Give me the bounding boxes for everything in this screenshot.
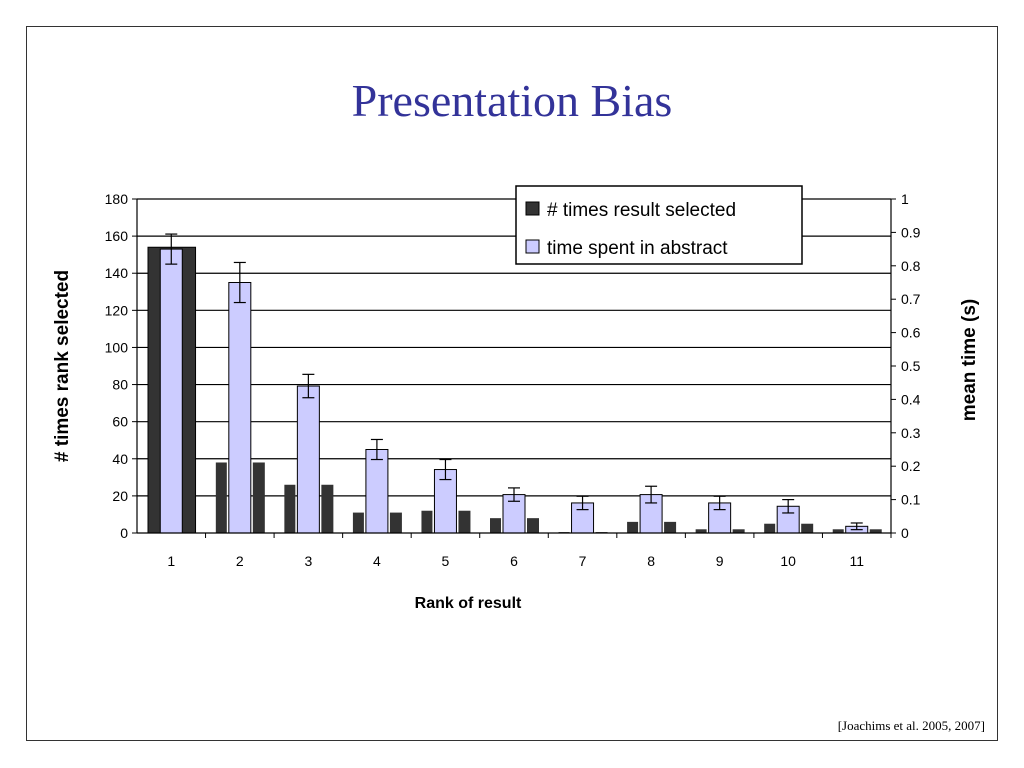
y-tick-label: 180 bbox=[105, 191, 129, 207]
y-tick-label: 140 bbox=[105, 265, 129, 281]
bar-times-selected-left bbox=[215, 462, 227, 533]
y-right-tick-label: 1 bbox=[901, 191, 909, 207]
y-tick-label: 20 bbox=[112, 488, 128, 504]
bar-time-abstract bbox=[159, 248, 183, 534]
x-tick-label: 9 bbox=[716, 553, 724, 569]
bar-times-selected-left bbox=[421, 510, 433, 533]
bar-times-selected-right bbox=[389, 512, 402, 533]
bar-times-selected-right bbox=[869, 529, 882, 533]
bar-times-selected-right bbox=[664, 521, 677, 533]
gridlines bbox=[137, 198, 891, 497]
y-right-tick-label: 0.7 bbox=[901, 291, 921, 307]
legend-box bbox=[515, 185, 803, 265]
x-tick-label: 3 bbox=[304, 553, 312, 569]
y-tick-label: 40 bbox=[112, 451, 128, 467]
bar-time-abstract bbox=[228, 282, 252, 534]
bar-time-abstract bbox=[296, 385, 320, 534]
bar-times-selected-left bbox=[764, 523, 776, 533]
bar-times-selected-right bbox=[732, 529, 745, 533]
y-right-tick-label: 0.3 bbox=[901, 425, 921, 441]
bar-times-selected-right bbox=[801, 523, 814, 533]
y-right-tick-label: 0.5 bbox=[901, 358, 921, 374]
legend-swatch bbox=[525, 201, 540, 216]
y-right-tick-label: 0.2 bbox=[901, 458, 921, 474]
y-tick-label: 100 bbox=[105, 339, 129, 355]
y-right-tick-label: 0.1 bbox=[901, 492, 921, 508]
y-right-tick-label: 0.9 bbox=[901, 224, 921, 240]
y-right-tick-label: 0.4 bbox=[901, 391, 921, 407]
bar-times-selected-right bbox=[321, 484, 334, 533]
bar-times-selected-right bbox=[458, 510, 471, 533]
x-tick-label: 2 bbox=[236, 553, 244, 569]
x-tick-label: 8 bbox=[647, 553, 655, 569]
axes: 0 20 40 60 80 100 120 140 160 180 0 0.1 0.2 0.3 0.4 0.5… bbox=[52, 191, 980, 612]
y-right-tick-label: 0 bbox=[901, 525, 909, 541]
y-tick-label: 120 bbox=[105, 302, 129, 318]
x-tick-label: 4 bbox=[373, 553, 381, 569]
slide-title: Presentation Bias bbox=[351, 75, 673, 126]
y-tick-label: 60 bbox=[112, 414, 128, 430]
bar-times-selected-left bbox=[352, 512, 364, 533]
y-tick-label: 0 bbox=[120, 525, 128, 541]
legend-swatch bbox=[525, 239, 540, 254]
y-tick-label: 160 bbox=[105, 228, 129, 244]
y-axis-title: # times rank selected bbox=[52, 270, 73, 462]
x-tick-label: 6 bbox=[510, 553, 518, 569]
legend: # times result selected time spent in abs… bbox=[515, 185, 803, 265]
bar-times-selected-right bbox=[252, 462, 265, 533]
x-tick-label: 10 bbox=[780, 553, 796, 569]
y-right-axis-title: mean time (s) bbox=[959, 299, 980, 421]
bar-times-selected-left bbox=[490, 518, 501, 533]
x-tick-label: 5 bbox=[442, 553, 450, 569]
x-tick-label: 1 bbox=[167, 553, 175, 569]
x-tick-label: 11 bbox=[849, 553, 864, 569]
legend-label: time spent in abstract bbox=[547, 238, 728, 259]
y-right-tick-label: 0.6 bbox=[901, 325, 921, 341]
bar-time-abstract bbox=[365, 449, 389, 534]
bars bbox=[147, 233, 882, 534]
bar-times-selected-right bbox=[527, 518, 539, 533]
y-tick-label: 80 bbox=[112, 377, 128, 393]
bar-times-selected-left bbox=[627, 521, 639, 533]
legend-label: # times result selected bbox=[547, 200, 736, 221]
x-tick-label: 7 bbox=[579, 553, 587, 569]
y-right-tick-label: 0.8 bbox=[901, 258, 921, 274]
bar-times-selected-left bbox=[832, 529, 844, 533]
bar-times-selected-left bbox=[284, 484, 296, 533]
x-axis-title: Rank of result bbox=[415, 595, 522, 612]
citation: [Joachims et al. 2005, 2007] bbox=[837, 718, 985, 733]
bar-times-selected-left bbox=[695, 529, 707, 533]
